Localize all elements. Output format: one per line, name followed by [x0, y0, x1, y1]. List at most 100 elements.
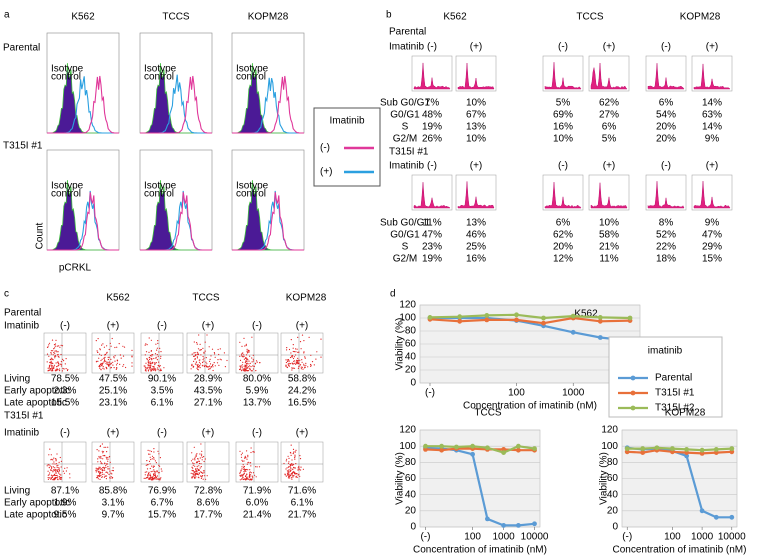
event-dot	[311, 361, 314, 363]
event-dot	[251, 479, 253, 481]
isotype-label: control	[236, 189, 266, 200]
isotype-label: Isotype	[236, 181, 269, 192]
event-dot	[239, 474, 241, 477]
event-dot	[240, 454, 242, 456]
legend-marker	[630, 405, 636, 411]
event-dot	[58, 471, 60, 473]
histogram-untreated	[232, 192, 304, 251]
table-value: 14%	[702, 98, 722, 109]
event-dot	[154, 353, 157, 355]
event-dot	[97, 476, 99, 478]
table-value: 47.5%	[99, 374, 127, 385]
series-line	[429, 316, 631, 325]
event-dot	[56, 361, 59, 363]
event-dot	[294, 363, 297, 365]
event-dot	[202, 355, 204, 358]
isotype-label: control	[144, 189, 174, 200]
event-dot	[296, 361, 298, 363]
cell-cycle-trace	[413, 182, 451, 209]
event-dot	[55, 472, 57, 474]
event-dot	[109, 461, 111, 463]
event-dot	[294, 457, 296, 459]
event-dot	[247, 359, 249, 361]
event-dot	[153, 477, 156, 479]
table-value: 19%	[422, 122, 442, 133]
event-dot	[287, 455, 289, 457]
event-dot	[300, 368, 302, 370]
event-dot	[100, 472, 102, 474]
event-dot	[198, 465, 200, 467]
event-dot	[239, 341, 241, 343]
data-point	[484, 317, 490, 323]
table-value: 28.9%	[194, 374, 222, 385]
event-dot	[296, 363, 298, 365]
event-dot	[239, 359, 242, 361]
event-dot	[290, 352, 292, 354]
event-dot	[95, 467, 97, 469]
event-dot	[298, 366, 300, 368]
event-dot	[101, 363, 103, 365]
table-value: 10%	[599, 218, 619, 229]
event-dot	[107, 363, 109, 365]
data-point	[457, 314, 463, 320]
event-dot	[194, 471, 196, 473]
data-point	[516, 447, 521, 453]
event-dot	[105, 471, 107, 473]
dot-plot	[140, 441, 184, 483]
event-dot	[298, 469, 300, 471]
event-dot	[115, 364, 118, 366]
event-dot	[294, 467, 296, 469]
event-dot	[285, 365, 287, 367]
event-dot	[99, 474, 101, 476]
event-dot	[150, 350, 152, 352]
event-dot	[250, 462, 252, 464]
event-dot	[247, 469, 249, 471]
event-dot	[97, 478, 99, 480]
event-dot	[286, 347, 288, 349]
event-dot	[150, 478, 152, 481]
treatment: (+)	[107, 428, 120, 439]
event-dot	[243, 466, 245, 468]
event-dot	[239, 472, 241, 474]
event-dot	[150, 368, 152, 370]
event-dot	[197, 348, 200, 350]
event-dot	[100, 457, 102, 459]
event-dot	[205, 357, 207, 359]
event-dot	[300, 469, 302, 471]
isotype-label: control	[51, 72, 81, 83]
row-label: S	[402, 122, 409, 133]
event-dot	[294, 451, 297, 453]
event-dot	[99, 367, 101, 369]
event-dot	[50, 357, 53, 359]
table-value: 3.5%	[151, 386, 174, 397]
event-dot	[148, 453, 150, 455]
event-dot	[293, 351, 295, 353]
event-dot	[195, 455, 197, 457]
event-dot	[55, 362, 57, 364]
event-dot	[200, 354, 202, 356]
row-label: G0/G1	[390, 110, 420, 121]
event-dot	[292, 464, 294, 466]
event-dot	[107, 458, 109, 460]
event-dot	[156, 478, 159, 480]
event-dot	[48, 366, 51, 368]
table-value: 16%	[466, 254, 486, 265]
event-dot	[289, 356, 292, 359]
event-dot	[150, 458, 152, 461]
event-dot	[157, 342, 159, 344]
event-dot	[118, 343, 120, 345]
event-dot	[198, 477, 200, 479]
event-dot	[249, 368, 251, 370]
event-dot	[95, 471, 97, 473]
event-dot	[200, 463, 202, 465]
table-value: 29%	[702, 242, 722, 253]
event-dot	[98, 365, 100, 367]
treatment: (+)	[296, 428, 309, 439]
event-dot	[287, 471, 289, 473]
event-dot	[47, 346, 49, 348]
chart-title: KOPM28	[665, 408, 706, 419]
event-dot	[131, 365, 133, 367]
event-dot	[58, 364, 60, 366]
table-value: 48%	[422, 110, 442, 121]
isotype-label: control	[51, 189, 81, 200]
